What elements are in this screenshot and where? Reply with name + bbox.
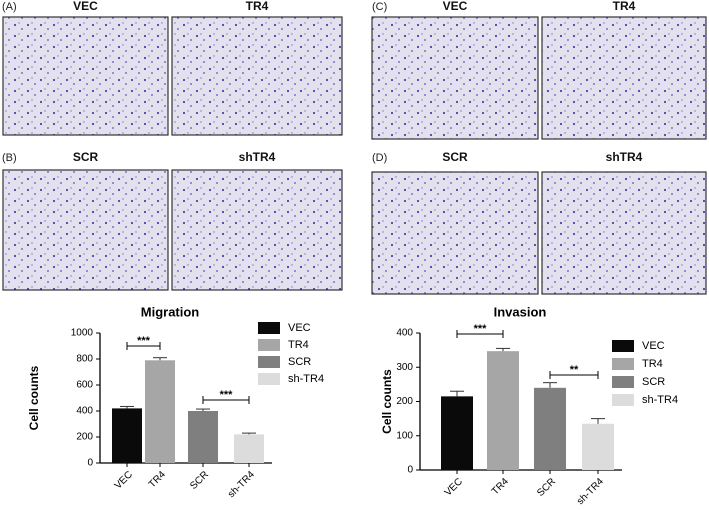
legend-swatch: [612, 358, 634, 370]
micrograph: [171, 16, 343, 136]
y-tick-label: 1000: [71, 328, 94, 339]
panel-label: (A): [2, 1, 17, 13]
micrograph: [171, 169, 343, 291]
image-label: VEC: [443, 0, 468, 13]
image-label: VEC: [73, 0, 98, 13]
legend-swatch: [258, 356, 280, 368]
y-tick-label: 0: [87, 458, 93, 469]
x-tick-label: TR4: [490, 476, 511, 497]
image-label: shTR4: [606, 150, 643, 164]
x-tick-label: sh-TR4: [575, 476, 606, 507]
micrograph: [541, 171, 707, 295]
legend-swatch: [258, 339, 280, 351]
x-tick-label: SCR: [188, 469, 211, 492]
significance: **: [570, 364, 579, 376]
legend-label: VEC: [288, 322, 311, 334]
y-axis-label: Cell counts: [380, 369, 394, 434]
y-tick-label: 600: [76, 380, 93, 391]
micrograph: [541, 16, 707, 140]
significance: ***: [220, 389, 234, 401]
y-tick-label: 400: [396, 328, 413, 339]
bar: [145, 360, 175, 463]
y-axis-label: Cell counts: [27, 365, 41, 430]
legend-label: sh-TR4: [288, 373, 324, 385]
legend-swatch: [258, 322, 280, 334]
bar: [534, 387, 566, 470]
bar: [234, 434, 264, 463]
chart-title: Migration: [141, 304, 200, 319]
legend-swatch: [612, 394, 634, 406]
legend-label: SCR: [642, 376, 665, 388]
micrograph: [2, 16, 169, 136]
legend-label: VEC: [642, 340, 665, 352]
y-tick-label: 300: [396, 362, 413, 373]
y-tick-label: 200: [76, 432, 93, 443]
bar: [112, 408, 142, 463]
legend-swatch: [612, 340, 634, 352]
x-tick-label: VEC: [443, 476, 465, 498]
image-label: SCR: [442, 150, 468, 164]
image-label: TR4: [246, 0, 269, 13]
legend-swatch: [612, 376, 634, 388]
y-tick-label: 0: [407, 465, 413, 476]
legend-label: TR4: [288, 339, 309, 351]
micrograph: [2, 169, 169, 291]
image-label: shTR4: [239, 150, 276, 164]
legend-label: TR4: [642, 358, 663, 370]
bar: [441, 396, 473, 470]
image-label: TR4: [613, 0, 636, 13]
y-tick-label: 200: [396, 396, 413, 407]
y-tick-label: 100: [396, 430, 413, 441]
panel-label: (D): [372, 152, 387, 164]
y-tick-label: 400: [76, 406, 93, 417]
legend-label: sh-TR4: [642, 394, 678, 406]
panel-label: (C): [372, 1, 387, 13]
y-tick-label: 800: [76, 354, 93, 365]
x-tick-label: TR4: [147, 469, 168, 490]
panel-label: (B): [2, 152, 17, 164]
legend-label: SCR: [288, 356, 311, 368]
micrograph: [371, 16, 539, 140]
significance: ***: [137, 335, 151, 347]
x-tick-label: SCR: [535, 476, 558, 499]
significance: ***: [474, 323, 488, 335]
image-label: SCR: [73, 150, 99, 164]
chart-title: Invasion: [494, 304, 547, 319]
bar: [188, 411, 218, 463]
x-tick-label: sh-TR4: [226, 469, 257, 500]
x-tick-label: VEC: [113, 469, 135, 491]
legend-swatch: [258, 373, 280, 385]
bar: [487, 351, 519, 470]
bar: [582, 423, 614, 470]
micrograph: [371, 171, 539, 295]
